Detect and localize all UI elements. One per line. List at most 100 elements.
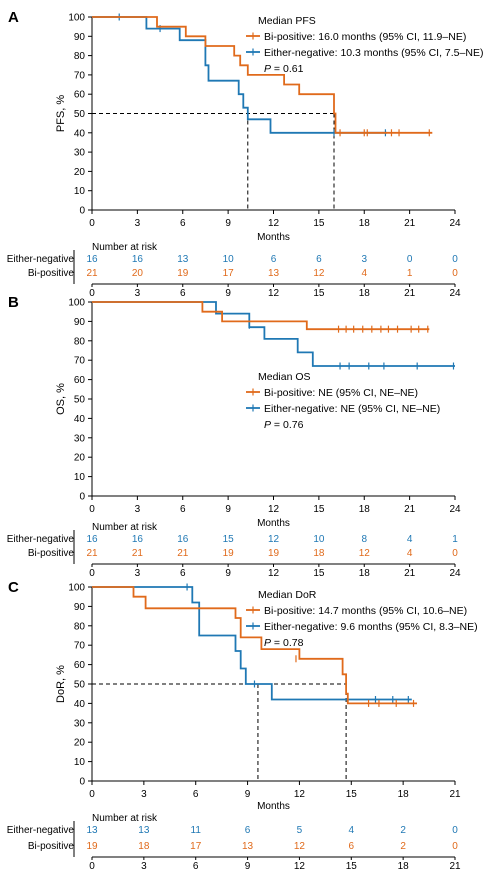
p-value: = 0.76 <box>271 419 304 431</box>
risk-axis-tick-label: 3 <box>135 288 141 299</box>
y-tick-label: 100 <box>68 298 85 309</box>
risk-axis-tick-label: 21 <box>449 861 461 872</box>
y-tick-label: 30 <box>74 433 86 444</box>
risk-count: 12 <box>294 841 306 852</box>
curve-either-negative <box>92 586 412 701</box>
risk-count: 10 <box>313 534 325 545</box>
risk-count: 6 <box>316 254 322 265</box>
risk-count: 1 <box>452 534 458 545</box>
x-tick-label: 12 <box>268 218 280 229</box>
risk-count: 13 <box>138 825 150 836</box>
risk-axis-tick-label: 18 <box>359 288 371 299</box>
y-tick-label: 80 <box>74 621 86 632</box>
risk-row-label: Either-negative <box>7 825 75 836</box>
risk-count: 19 <box>86 841 98 852</box>
risk-count: 21 <box>132 548 144 559</box>
risk-axis-tick-label: 18 <box>359 568 371 579</box>
y-tick-label: 0 <box>79 492 85 503</box>
risk-row-label: Either-negative <box>7 254 75 265</box>
risk-count: 0 <box>452 841 458 852</box>
legend-entry: Bi-positive: 14.7 months (95% CI, 10.6–N… <box>264 605 467 617</box>
x-tick-label: 0 <box>89 218 95 229</box>
legend: Median PFS Bi-positive: 16.0 months (95% … <box>246 15 483 75</box>
risk-count: 13 <box>242 841 254 852</box>
risk-axis-tick-label: 3 <box>141 861 147 872</box>
y-tick-label: 70 <box>74 356 86 367</box>
y-tick-label: 100 <box>68 583 85 594</box>
y-axis-title: PFS, % <box>55 95 67 133</box>
x-tick-label: 12 <box>268 504 280 515</box>
x-tick-label: 9 <box>225 218 231 229</box>
y-tick-label: 40 <box>74 699 86 710</box>
x-tick-label: 3 <box>141 789 147 800</box>
x-tick-label: 21 <box>404 218 416 229</box>
risk-axis-tick-label: 0 <box>89 288 95 299</box>
risk-count: 2 <box>400 841 406 852</box>
risk-count: 16 <box>177 534 189 545</box>
risk-table-title: Number at risk <box>92 242 158 253</box>
risk-count: 21 <box>86 268 98 279</box>
risk-count: 11 <box>191 825 202 836</box>
y-tick-label: 20 <box>74 167 86 178</box>
risk-axis-tick-label: 3 <box>135 568 141 579</box>
risk-count: 0 <box>452 825 458 836</box>
y-tick-label: 40 <box>74 128 86 139</box>
risk-count: 4 <box>407 534 413 545</box>
x-axis-title: Months <box>257 518 290 529</box>
y-tick-label: 50 <box>74 109 86 120</box>
risk-count: 5 <box>297 825 303 836</box>
risk-count: 16 <box>132 534 144 545</box>
x-tick-label: 18 <box>359 504 371 515</box>
x-tick-label: 9 <box>225 504 231 515</box>
x-tick-label: 18 <box>359 218 371 229</box>
risk-axis-tick-label: 24 <box>449 568 461 579</box>
y-tick-label: 20 <box>74 453 86 464</box>
risk-count: 8 <box>361 534 367 545</box>
risk-count: 6 <box>349 841 355 852</box>
p-value-text: P = 0.76 <box>264 419 304 431</box>
risk-count: 19 <box>177 268 189 279</box>
risk-row-label: Bi-positive <box>28 548 75 559</box>
risk-count: 19 <box>223 548 235 559</box>
risk-axis-tick-label: 21 <box>404 288 416 299</box>
y-tick-label: 30 <box>74 148 86 159</box>
y-tick-label: 90 <box>74 32 86 43</box>
p-value: = 0.61 <box>271 63 304 75</box>
x-tick-label: 12 <box>294 789 306 800</box>
x-tick-label: 6 <box>180 218 186 229</box>
legend-entry: Either-negative: 10.3 months (95% CI, 7.… <box>264 47 483 59</box>
legend-title: Median PFS <box>258 15 316 27</box>
risk-axis-tick-label: 15 <box>313 568 325 579</box>
y-tick-label: 50 <box>74 395 86 406</box>
risk-count: 4 <box>361 268 367 279</box>
risk-axis-tick-label: 6 <box>180 288 186 299</box>
y-tick-label: 90 <box>74 602 86 613</box>
x-tick-label: 0 <box>89 504 95 515</box>
risk-axis-tick-label: 6 <box>193 861 199 872</box>
y-axis-title: OS, % <box>55 383 67 415</box>
panel-label: C <box>8 579 19 596</box>
curve-either-negative <box>92 16 387 134</box>
risk-axis-tick-label: 0 <box>89 861 95 872</box>
risk-table-title: Number at risk <box>92 522 158 533</box>
risk-count: 17 <box>190 841 202 852</box>
x-tick-label: 21 <box>404 504 416 515</box>
y-tick-label: 60 <box>74 660 86 671</box>
x-tick-label: 3 <box>135 504 141 515</box>
risk-axis-tick-label: 9 <box>225 288 231 299</box>
legend: Median OS Bi-positive: NE (95% CI, NE–NE)… <box>246 371 440 431</box>
x-tick-label: 6 <box>180 504 186 515</box>
risk-table-title: Number at risk <box>92 813 158 824</box>
risk-count: 0 <box>407 254 413 265</box>
curve-bi-positive <box>92 301 430 331</box>
risk-count: 12 <box>359 548 371 559</box>
x-tick-label: 18 <box>398 789 410 800</box>
y-tick-label: 70 <box>74 70 86 81</box>
y-tick-label: 70 <box>74 641 86 652</box>
risk-axis-tick-label: 12 <box>294 861 306 872</box>
risk-count: 0 <box>452 254 458 265</box>
risk-axis-tick-label: 12 <box>268 568 280 579</box>
risk-count: 13 <box>86 825 98 836</box>
